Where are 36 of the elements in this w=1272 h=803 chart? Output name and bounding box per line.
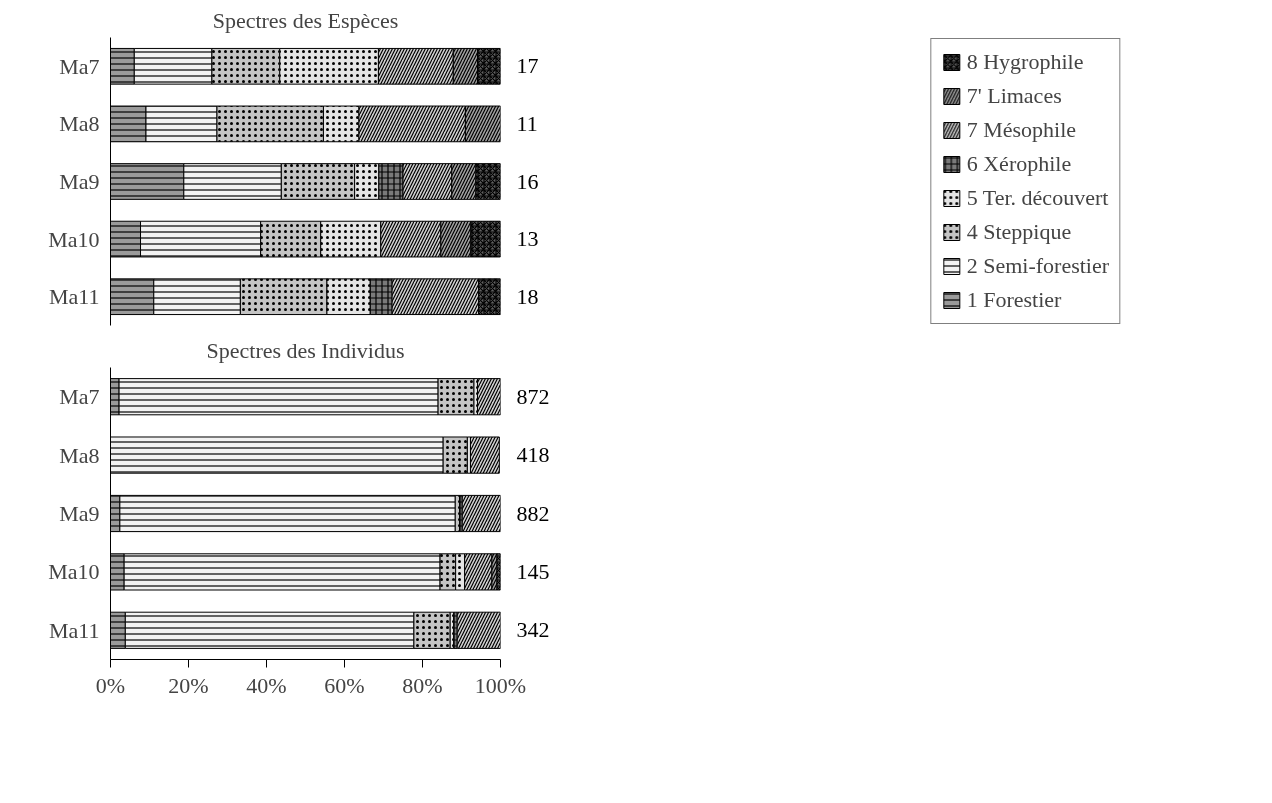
y-tick-label: Ma8 [59,442,100,468]
text: 882 [516,500,550,526]
legend-label: 8 Hygrophile [966,49,1084,75]
chart-title: Spectres des Individus [206,337,405,363]
y-tick-label: Ma11 [48,617,100,643]
legend-label: 4 Steppique [966,219,1072,245]
x-tick-label: 60% [324,672,365,698]
x-tick-label: 0% [95,672,126,698]
legend-label: 7' Limaces [966,83,1062,109]
y-tick-label: Ma7 [59,53,100,79]
y-tick-label: Ma9 [59,169,100,194]
legend-label: 5 Ter. découvert [966,185,1109,211]
text: 342 [516,617,550,643]
legend-label: 1 Forestier [966,287,1062,313]
text: 16 [516,168,539,194]
text: 18 [516,283,539,309]
text: 13 [516,226,539,252]
y-tick-label: Ma11 [48,284,100,310]
x-tick-label: 40% [246,672,287,698]
legend-label: 2 Semi-forestier [966,253,1110,279]
text: 145 [516,558,550,584]
y-tick-label: Ma8 [59,111,100,137]
text: 17 [516,53,539,79]
x-tick-label: 80% [402,672,443,698]
text: 418 [516,442,550,468]
y-tick-label: Ma10 [48,226,100,252]
y-tick-label: Ma10 [48,559,100,585]
y-tick-label: Ma9 [59,501,100,526]
y-tick-label: Ma7 [59,384,100,410]
x-tick-label: 20% [168,672,209,698]
text: 11 [516,110,538,136]
chart-title: Spectres des Espèces [212,7,399,33]
legend-label: 7 Mésophile [966,117,1077,143]
text: 872 [516,383,550,409]
x-tick-label: 100% [474,672,527,698]
legend-label: 6 Xérophile [966,151,1072,177]
